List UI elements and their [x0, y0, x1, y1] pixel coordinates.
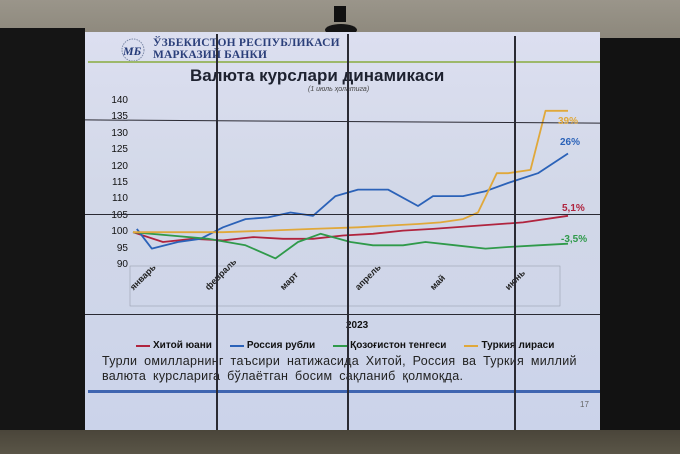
legend-item-try: Туркия лираси — [464, 340, 554, 351]
legend-swatch — [464, 344, 479, 347]
header-divider — [88, 61, 600, 63]
y-tick-label: 110 — [112, 193, 128, 205]
floor-background — [0, 430, 680, 454]
series-end-label: -3,5% — [561, 234, 588, 245]
screen-bezel-left — [0, 28, 85, 430]
y-tick-label: 135 — [111, 111, 128, 123]
legend-swatch — [136, 344, 150, 347]
screen-seam — [347, 34, 349, 430]
y-tick-label: 105 — [111, 209, 128, 221]
y-tick-label: 140 — [111, 95, 128, 106]
y-tick-label: 115 — [112, 177, 128, 188]
series-end-label: 26% — [560, 137, 581, 148]
bank-name-line1: ЎЗБЕКИСТОН РЕСПУБЛИКАСИ — [153, 37, 340, 49]
chart-title: Валюта курслари динамикаси — [190, 66, 445, 85]
legend-swatch — [333, 344, 348, 347]
screen-bezel-right — [600, 38, 680, 430]
svg-text:МБ: МБ — [122, 44, 142, 58]
screen-seam — [216, 34, 218, 430]
legend-item-kzt: Қозоғистон тенгеси — [333, 340, 446, 351]
y-tick-label: 125 — [111, 144, 128, 156]
chart-legend: Хитой юани Россия рубли Қозоғистон тенге… — [136, 340, 554, 351]
x-axis-title: 2023 — [346, 320, 369, 331]
series-line — [133, 109, 568, 234]
screen-seam — [85, 214, 600, 216]
legend-swatch — [229, 344, 244, 347]
screen-seam — [514, 36, 516, 430]
y-tick-label: 130 — [111, 127, 128, 139]
y-tick-label: 100 — [111, 226, 128, 238]
y-tick-label: 120 — [111, 160, 128, 172]
chart-subtitle: (1 июль ҳолатига) — [308, 86, 370, 93]
series-end-label: 5,1% — [562, 203, 585, 214]
page-number: 17 — [580, 400, 589, 409]
slide-description: Турли омилларнинг таъсири натижасида Хит… — [102, 354, 577, 383]
legend-label: Қозоғистон тенгеси — [350, 340, 447, 351]
legend-label: Россия рубли — [246, 340, 316, 351]
legend-label: Туркия лираси — [481, 340, 555, 351]
legend-item-cny: Хитой юани — [136, 340, 212, 351]
series-line — [132, 231, 569, 260]
legend-item-rub: Россия рубли — [229, 340, 316, 351]
series-end-label: 39% — [558, 116, 579, 127]
central-bank-logo-icon: МБ — [121, 38, 145, 62]
bank-name: ЎЗБЕКИСТОН РЕСПУБЛИКАСИ МАРКАЗИЙ БАНКИ — [153, 37, 340, 61]
bank-name-line2: МАРКАЗИЙ БАНКИ — [153, 49, 268, 61]
legend-label: Хитой юани — [153, 340, 212, 351]
y-tick-label: 95 — [116, 242, 128, 254]
screen-seam — [85, 314, 600, 316]
y-tick-label: 90 — [116, 259, 128, 270]
footer-divider — [88, 390, 600, 393]
